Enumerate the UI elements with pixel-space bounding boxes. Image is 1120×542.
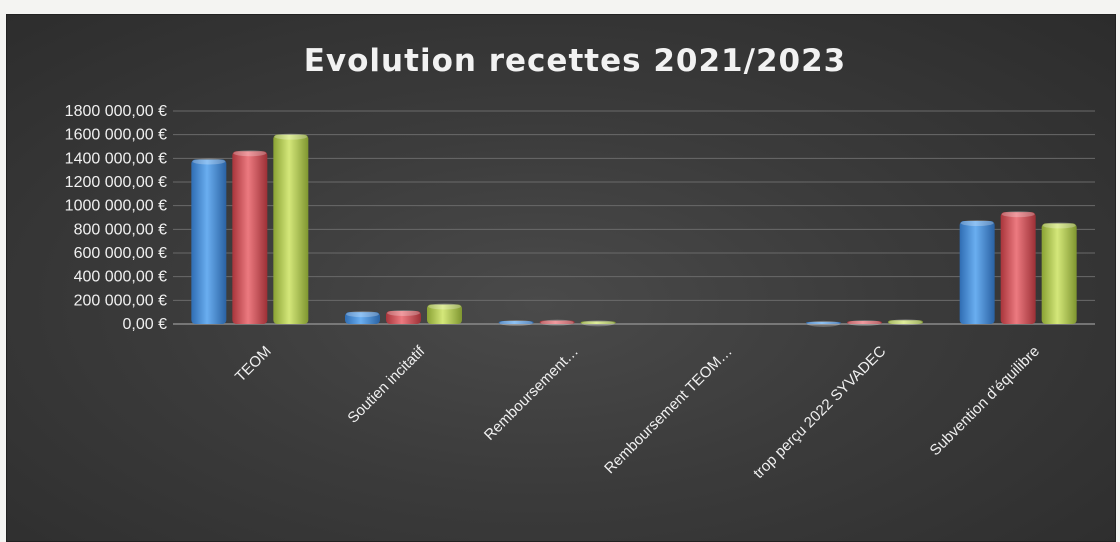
bar-cap (889, 319, 922, 326)
bar-cap (346, 311, 379, 318)
bar-cap (540, 319, 574, 326)
x-axis-ticks: TEOM Soutien incitatif Remboursement… Rembo… (232, 342, 1043, 482)
x-tick-label: Remboursement… (481, 343, 582, 444)
bar-cap (960, 220, 994, 227)
bar (888, 320, 923, 324)
y-tick-label: 1600 000,00 € (65, 127, 167, 144)
y-tick-label: 1800 000,00 € (65, 103, 167, 120)
y-tick-label: 200 000,00 € (74, 292, 168, 309)
x-tick-label: trop perçu 2022 SYVADEC (750, 343, 889, 482)
bar-cap (387, 309, 420, 316)
bar-cap (428, 303, 461, 310)
bar (1000, 212, 1036, 324)
y-tick-label: 0,00 € (123, 316, 168, 333)
bar-cap (1042, 222, 1076, 229)
bar (1041, 223, 1077, 324)
bar (539, 320, 575, 324)
y-tick-label: 1200 000,00 € (65, 174, 167, 191)
bar (427, 304, 462, 324)
bar-cap (581, 320, 615, 327)
bar (847, 321, 882, 324)
bar (345, 312, 380, 324)
bar (273, 134, 309, 324)
bar-cap (848, 320, 881, 327)
bar (580, 321, 616, 324)
bar-cap (192, 158, 226, 165)
bar-cap (233, 150, 267, 157)
bar-cap (499, 320, 533, 327)
bar (959, 221, 995, 324)
x-tick-label: Soutien incitatif (344, 342, 429, 427)
y-tick-label: 800 000,00 € (74, 221, 168, 238)
bar (498, 321, 534, 324)
y-tick-label: 1000 000,00 € (65, 198, 167, 215)
bar-chart: Evolution recettes 2021/2023 0,00 € 200 0… (65, 43, 1095, 482)
chart-frame: Evolution recettes 2021/2023 0,00 € 200 0… (6, 14, 1116, 542)
bar (232, 151, 268, 324)
y-tick-label: 400 000,00 € (74, 269, 168, 286)
x-tick-label: TEOM (232, 343, 275, 386)
chart-title: Evolution recettes 2021/2023 (304, 43, 846, 79)
x-tick-label: Remboursement TEOM… (601, 343, 735, 477)
y-tick-label: 600 000,00 € (74, 245, 168, 262)
bar (386, 310, 421, 324)
bar-cap (807, 320, 840, 327)
y-axis-ticks: 0,00 € 200 000,00 € 400 000,00 € 600 000,00… (65, 103, 167, 333)
bars (191, 133, 1077, 327)
bar (806, 321, 841, 324)
bar-cap (1001, 211, 1035, 218)
y-tick-label: 1400 000,00 € (65, 150, 167, 167)
gridlines (173, 110, 1095, 325)
bar (191, 159, 227, 324)
x-tick-label: Subvention d’équilibre (927, 343, 1043, 459)
bar-cap (274, 133, 308, 140)
